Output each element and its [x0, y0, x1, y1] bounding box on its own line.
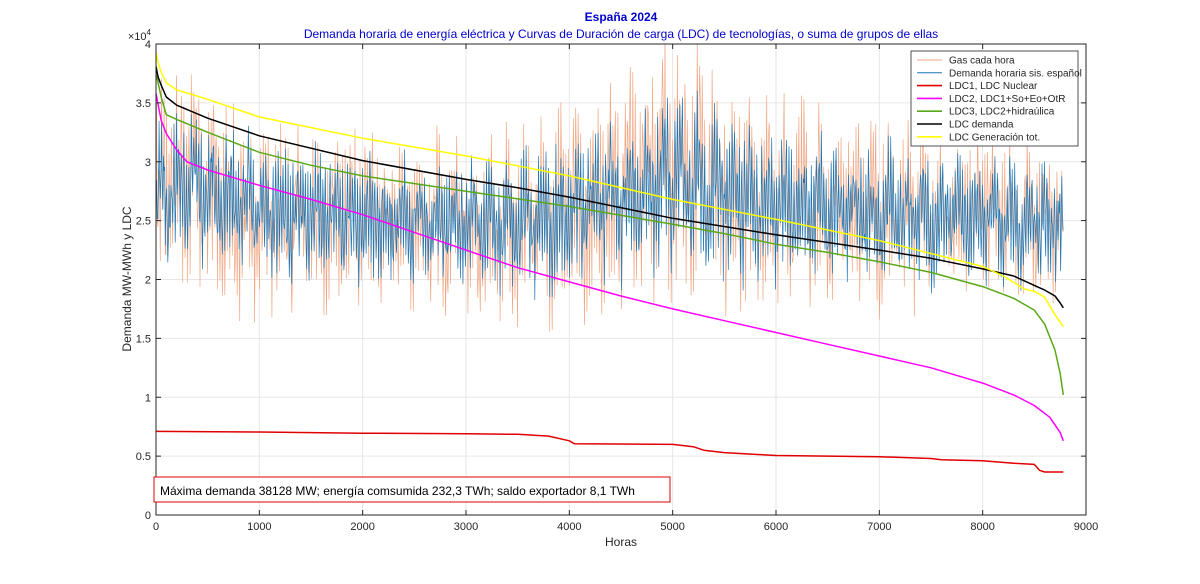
annotation-text: Máxima demanda 38128 MW; energía comsumi…	[160, 484, 635, 498]
x-tick-label: 9000	[1074, 521, 1098, 533]
y-axis-label: Demanda MW-MWh y LDC	[120, 206, 134, 351]
chart-title: España 2024	[585, 10, 658, 24]
legend-label-ldc-gen: LDC Generación tot.	[949, 132, 1040, 143]
annotation-border	[153, 476, 671, 503]
x-tick-label: 8000	[970, 521, 994, 533]
series-ldc1	[156, 430, 1064, 473]
y-tick-label: 2	[145, 275, 151, 287]
x-tick-label: 5000	[660, 521, 684, 533]
legend-label-demand: Demanda horaria sis. español	[949, 68, 1082, 79]
x-tick-label: 6000	[764, 521, 788, 533]
x-tick-label: 4000	[557, 521, 581, 533]
x-tick-label: 1000	[247, 521, 271, 533]
series-ldc-demand	[156, 66, 1064, 309]
y-tick-label: 1	[145, 392, 151, 404]
y-tick-label: 3.5	[136, 98, 151, 110]
y-exponent-label: ×104	[128, 28, 152, 43]
y-tick-label: 0	[145, 510, 151, 522]
legend-label-ldc3: LDC3, LDC2+hidraúlica	[949, 107, 1055, 118]
legend-label-gas: Gas cada hora	[949, 56, 1015, 67]
x-tick-label: 2000	[350, 521, 374, 533]
series-demand	[156, 90, 1064, 301]
legend-label-ldc-demand: LDC demanda	[949, 120, 1014, 131]
x-tick-label: 3000	[454, 521, 478, 533]
y-tick-label: 0.5	[136, 451, 151, 463]
x-tick-label: 0	[153, 521, 159, 533]
y-tick-label: 2.5	[136, 216, 151, 228]
legend-label-ldc1: LDC1, LDC Nuclear	[949, 81, 1038, 92]
y-tick-label: 3	[145, 157, 151, 169]
series-ldc-gen	[156, 52, 1064, 328]
x-axis-label: Horas	[605, 535, 637, 549]
chart-subtitle: Demanda horaria de energía eléctrica y C…	[304, 27, 938, 41]
y-tick-label: 4	[145, 39, 151, 51]
annotation-box: Máxima demanda 38128 MW; energía comsumi…	[153, 476, 671, 503]
series-layer	[156, 44, 1065, 473]
x-tick-label: 7000	[867, 521, 891, 533]
axis-ticks: 0 1000 2000 3000 4000 5000 6000 7000 8000 9000 0 0.…	[136, 39, 1099, 533]
series-ldc2	[156, 93, 1065, 442]
series-ldc3	[156, 73, 1065, 396]
y-tick-label: 1.5	[136, 333, 151, 345]
legend-label-ldc2: LDC2, LDC1+So+Eo+OtR	[949, 94, 1065, 105]
